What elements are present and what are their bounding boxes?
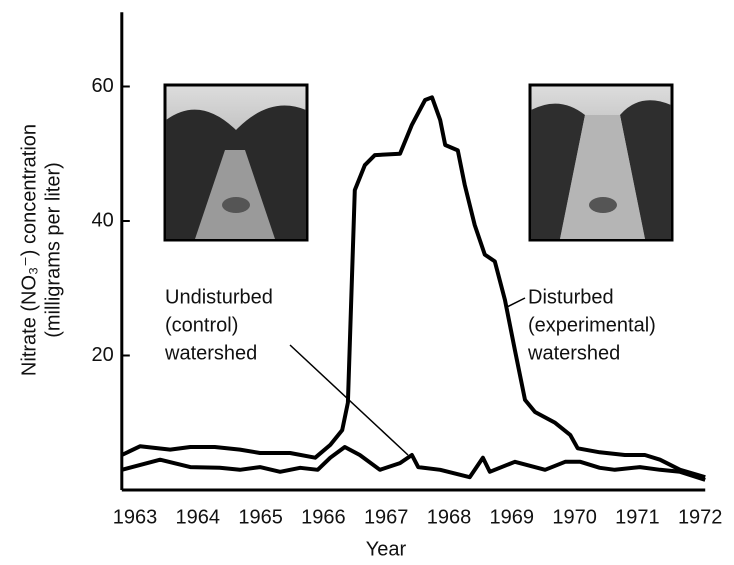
leader-line xyxy=(505,298,525,308)
y-tick-label: 60 xyxy=(92,75,114,97)
series-annotation: (experimental) xyxy=(528,314,656,336)
y-axis-label: Nitrate (NO₃⁻) concentration (milligrams… xyxy=(18,124,64,376)
photo-disturbed xyxy=(530,85,672,240)
x-tick-label: 1971 xyxy=(615,506,660,528)
x-tick-label: 1966 xyxy=(301,506,346,528)
y-tick-label: 20 xyxy=(92,344,114,366)
series-line xyxy=(122,447,705,480)
x-tick-label: 1969 xyxy=(490,506,535,528)
y-axis-label-line: (milligrams per liter) xyxy=(42,162,64,338)
series-annotation: watershed xyxy=(164,342,257,364)
x-axis-label: Year xyxy=(366,538,407,560)
y-tick-label: 40 xyxy=(92,209,114,231)
chart: Year Nitrate (NO₃⁻) concentration (milli… xyxy=(0,0,734,565)
series-annotation: watershed xyxy=(527,342,620,364)
x-tick-label: 1964 xyxy=(176,506,221,528)
series-annotation: Undisturbed xyxy=(165,286,273,308)
x-tick-label: 1963 xyxy=(113,506,158,528)
series-annotation: Disturbed xyxy=(528,286,614,308)
series-annotation: (control) xyxy=(165,314,238,336)
x-tick-label: 1970 xyxy=(552,506,597,528)
x-tick-label: 1965 xyxy=(238,506,283,528)
photo-undisturbed xyxy=(165,85,307,240)
x-tick-label: 1967 xyxy=(364,506,409,528)
x-tick-label: 1972 xyxy=(678,506,723,528)
y-axis-label-line: Nitrate (NO₃⁻) concentration xyxy=(18,124,40,376)
x-tick-label: 1968 xyxy=(427,506,472,528)
